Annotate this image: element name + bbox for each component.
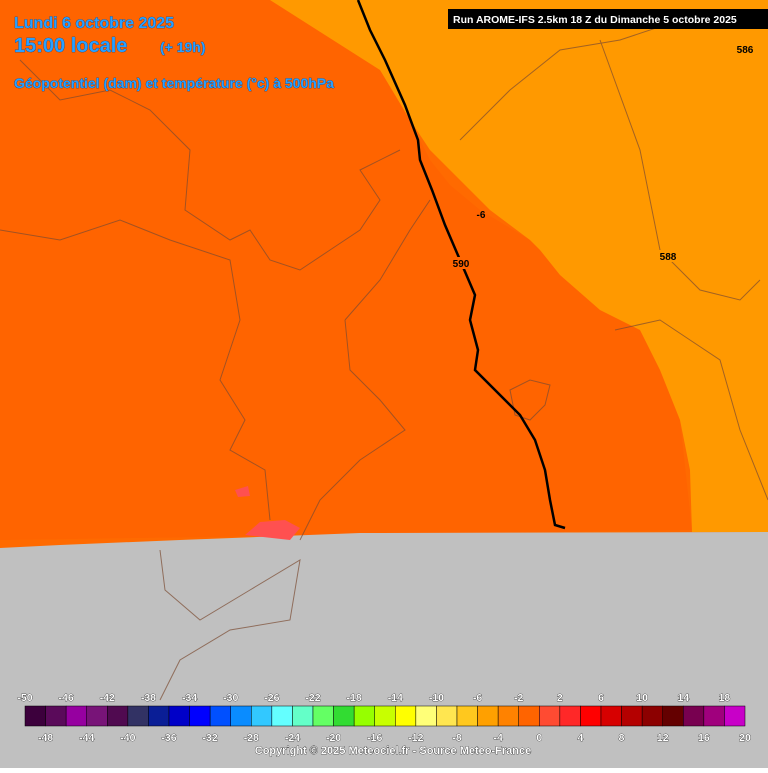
warm-zone	[270, 0, 768, 532]
no-data-area	[0, 532, 768, 768]
cold-zone	[0, 0, 692, 540]
legend-swatch	[65, 705, 87, 727]
legend-tick-label: -32	[203, 732, 218, 744]
legend-swatch	[148, 705, 170, 727]
legend-tick-label: -44	[79, 732, 94, 744]
legend-swatch	[497, 705, 519, 727]
legend-swatch	[86, 705, 108, 727]
legend-swatch	[127, 705, 149, 727]
legend-swatch	[703, 705, 725, 727]
legend-swatch	[24, 705, 46, 727]
legend-swatch	[230, 705, 252, 727]
legend-swatch	[395, 705, 417, 727]
legend-swatch	[209, 705, 231, 727]
legend-swatch	[436, 705, 458, 727]
legend-tick-label: 20	[739, 732, 751, 744]
legend-tick-label: 14	[677, 692, 689, 704]
contour-label: 590	[453, 259, 470, 270]
river	[356, 0, 566, 530]
legend-tick-label: -6	[473, 692, 482, 704]
legend-tick-label: -16	[367, 732, 382, 744]
legend-tick-label: 2	[557, 692, 563, 704]
forecast-time: 15:00 locale	[14, 35, 127, 57]
border-line	[299, 199, 431, 541]
legend-swatch	[559, 705, 581, 727]
legend-tick-label: 10	[636, 692, 648, 704]
label-box	[658, 250, 678, 262]
run-info: Run AROME-IFS 2.5km 18 Z du Dimanche 5 o…	[453, 14, 737, 26]
label-box	[735, 43, 755, 55]
copyright: Copyright © 2025 Meteociel.fr - Source M…	[255, 745, 531, 757]
legend-tick-label: 16	[698, 732, 710, 744]
legend-tick-label: -20	[326, 732, 341, 744]
legend-tick-label: -38	[141, 692, 156, 704]
warm-spot	[235, 486, 300, 540]
legend-swatch	[724, 705, 746, 727]
legend-tick-label: -18	[347, 692, 362, 704]
legend-tick-label: -30	[223, 692, 238, 704]
isotherm-label: -6	[477, 210, 486, 221]
legend-tick-label: -36	[161, 732, 176, 744]
legend-tick-label: -10	[429, 692, 444, 704]
parameter-title: Géopotentiel (dam) et température (°c) à…	[14, 75, 334, 91]
legend-tick-label: -28	[244, 732, 259, 744]
legend-swatch	[107, 705, 129, 727]
legend-tick-label: -50	[17, 692, 32, 704]
legend-swatch	[600, 705, 622, 727]
label-box	[451, 257, 471, 269]
border-line	[159, 319, 768, 701]
legend-tick-label: -12	[408, 732, 423, 744]
forecast-date: Lundi 6 octobre 2025	[14, 15, 174, 32]
legend-tick-label: -8	[452, 732, 461, 744]
run-box	[448, 9, 768, 29]
border-line	[0, 219, 271, 521]
legend-tick-label: 4	[578, 732, 584, 744]
legend-swatch	[456, 705, 478, 727]
legend-tick-label: -22	[305, 692, 320, 704]
legend-tick-label: -46	[59, 692, 74, 704]
legend-swatch	[292, 705, 314, 727]
lead-time: (+ 19h)	[160, 39, 206, 55]
legend-tick-label: -4	[493, 732, 502, 744]
border-line	[509, 379, 551, 421]
legend-swatch	[333, 705, 355, 727]
legend-swatch	[271, 705, 293, 727]
legend-tick-label: 12	[657, 732, 669, 744]
legend-tick-label: -24	[285, 732, 300, 744]
legend-swatch	[312, 705, 334, 727]
borders	[0, 19, 768, 701]
legend-tick-label: -40	[120, 732, 135, 744]
legend-swatch	[621, 705, 643, 727]
legend-swatch	[415, 705, 437, 727]
legend-tick-label: -34	[182, 692, 197, 704]
legend-tick-label: 8	[619, 732, 625, 744]
legend-tick-label: 18	[719, 692, 731, 704]
legend-swatch	[518, 705, 540, 727]
legend-tick-label: 6	[598, 692, 604, 704]
border-line	[459, 19, 761, 301]
legend-tick-label: -2	[514, 692, 523, 704]
legend-tick-label: -42	[100, 692, 115, 704]
legend-swatch	[251, 705, 273, 727]
legend-swatch	[683, 705, 705, 727]
contour-label: 588	[660, 252, 677, 263]
legend-swatch	[477, 705, 499, 727]
legend-swatch	[662, 705, 684, 727]
legend-tick-label: -14	[388, 692, 403, 704]
legend-tick-label: -26	[264, 692, 279, 704]
legend-tick-label: -48	[38, 732, 53, 744]
border-line	[19, 59, 401, 271]
legend-swatch	[641, 705, 663, 727]
contour-label: 586	[737, 45, 754, 56]
legend-swatch	[539, 705, 561, 727]
legend-swatch	[580, 705, 602, 727]
legend-swatch	[189, 705, 211, 727]
legend-swatch	[353, 705, 375, 727]
legend-swatch	[374, 705, 396, 727]
legend-swatch	[168, 705, 190, 727]
legend-tick-label: 0	[536, 732, 542, 744]
legend-swatch	[45, 705, 67, 727]
